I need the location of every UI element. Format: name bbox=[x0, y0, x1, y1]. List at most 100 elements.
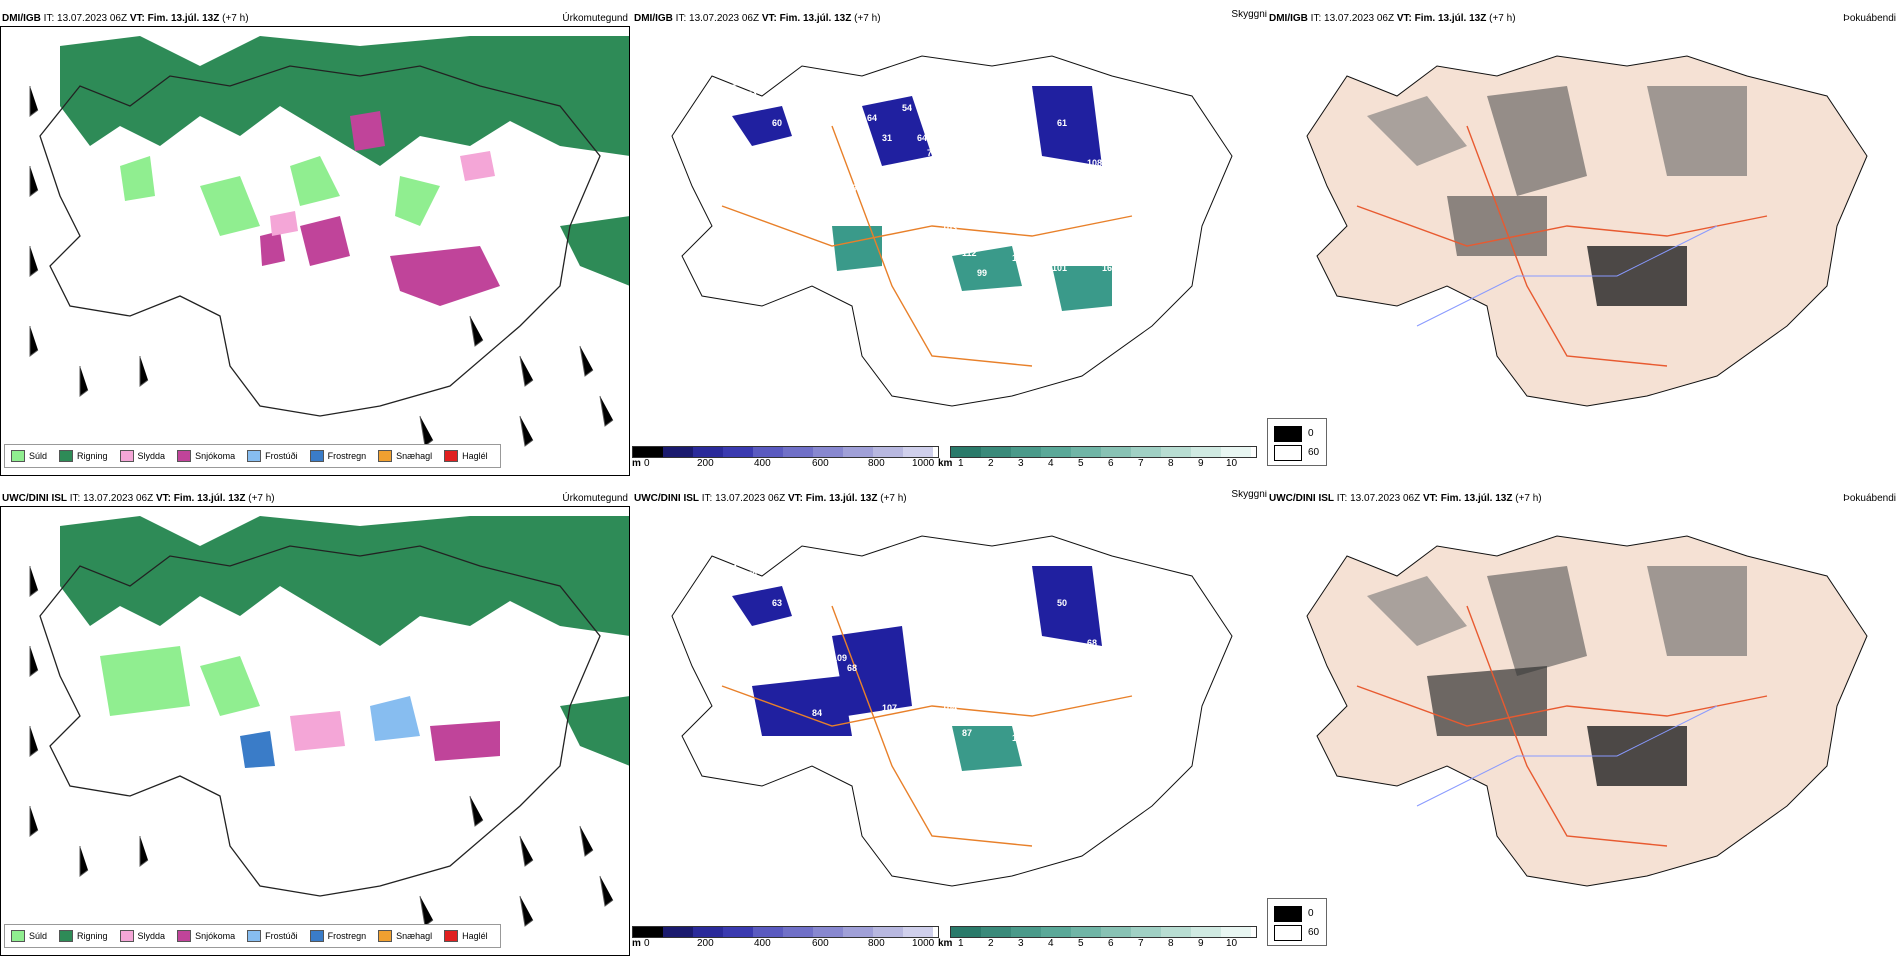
precip-type-map bbox=[0, 26, 630, 476]
precip-type-panel-row1: DMI/IGB IT: 13.07.2023 06Z VT: Fim. 13.j… bbox=[0, 10, 632, 478]
visibility-value-label: 64 bbox=[917, 133, 927, 143]
visibility-value-label: 112 bbox=[962, 248, 977, 258]
visibility-value-label: 105 bbox=[977, 178, 992, 188]
legend-snow: Snjókoma bbox=[177, 450, 235, 462]
visibility-value-label: 64 bbox=[867, 113, 877, 123]
visibility-value-label: 144 bbox=[977, 198, 992, 208]
visibility-value-label: 78 bbox=[862, 268, 872, 278]
visibility-value-label: 12 bbox=[1102, 123, 1112, 133]
visibility-value-label: 77 bbox=[1102, 603, 1112, 613]
visibility-value-label: 68 bbox=[847, 663, 857, 673]
visibility-value-label: 76 bbox=[832, 173, 842, 183]
visibility-value-label: 128 bbox=[862, 748, 877, 758]
visibility-value-label: 68 bbox=[1087, 638, 1097, 648]
visibility-value-label: 108 bbox=[1087, 158, 1102, 168]
visibility-value-label: 207 bbox=[882, 223, 897, 233]
visibility-value-label: 1 bbox=[932, 268, 937, 278]
visibility-value-label: 103 bbox=[902, 253, 917, 263]
visibility-value-label: 63 bbox=[962, 590, 972, 600]
visibility-value-label: 70 bbox=[747, 570, 757, 580]
visibility-panel-row1: DMI/IGB IT: 13.07.2023 06Z VT: Fim. 13.j… bbox=[632, 10, 1267, 478]
fog-panel-row2: UWC/DINI ISL IT: 13.07.2023 06Z VT: Fim.… bbox=[1267, 490, 1900, 958]
visibility-value-label: 111 bbox=[1012, 253, 1026, 263]
visibility-value-label: 58 bbox=[937, 113, 947, 123]
visibility-value-label: 52 bbox=[917, 613, 927, 623]
visibility-value-label: 70 bbox=[1027, 653, 1037, 663]
it-label: IT: bbox=[43, 13, 55, 24]
panel-header: DMI/IGB IT: 13.07.2023 06Z VT: Fim. 13.j… bbox=[634, 13, 881, 24]
visibility-m-colorbar bbox=[632, 926, 942, 956]
visibility-value-label: 103 bbox=[942, 223, 957, 233]
visibility-value-label: 84 bbox=[917, 638, 927, 648]
legend-freezing-drizzle: Frostúði bbox=[247, 450, 298, 462]
visibility-value-label: 54 bbox=[727, 563, 737, 573]
visibility-value-label: 54 bbox=[1012, 588, 1022, 598]
visibility-value-label: 50 bbox=[1057, 598, 1067, 608]
it-value: 13.07.2023 06Z bbox=[57, 13, 128, 24]
lead-time: (+7 h) bbox=[222, 13, 249, 24]
panel-header: DMI/IGB IT: 13.07.2023 06Z VT: Fim. 13.j… bbox=[1269, 13, 1516, 24]
visibility-value-label: 73 bbox=[927, 148, 937, 158]
visibility-value-label: 109 bbox=[832, 653, 847, 663]
visibility-value-label: 54 bbox=[747, 90, 757, 100]
panel-title: Skyggni bbox=[1231, 10, 1267, 20]
visibility-value-label: 61 bbox=[1057, 118, 1067, 128]
visibility-value-label: 58 bbox=[977, 678, 987, 688]
panel-header: UWC/DINI ISL IT: 13.07.2023 06Z VT: Fim.… bbox=[2, 493, 275, 504]
visibility-value-label: 35 bbox=[727, 83, 737, 93]
panel-title: Úrkomutegund bbox=[562, 493, 628, 504]
panel-header: UWC/DINI ISL IT: 13.07.2023 06Z VT: Fim.… bbox=[634, 493, 907, 504]
visibility-value-label: 60 bbox=[772, 118, 782, 128]
visibility-value-label: 62 bbox=[1007, 128, 1017, 138]
visibility-value-label: 105 bbox=[1027, 173, 1042, 183]
vt-value: Fim. 13.júl. 13Z bbox=[147, 13, 220, 24]
vt-label: VT: bbox=[129, 13, 145, 24]
visibility-value-label: 52 bbox=[1012, 108, 1022, 118]
fog-map bbox=[1306, 55, 1868, 407]
visibility-value-label: 95 bbox=[917, 188, 927, 198]
visibility-value-label: 89 bbox=[917, 668, 927, 678]
visibility-panel-row2: UWC/DINI ISL IT: 13.07.2023 06Z VT: Fim.… bbox=[632, 490, 1267, 958]
visibility-value-label: 62 bbox=[812, 228, 822, 238]
visibility-value-label: 63 bbox=[772, 598, 782, 608]
visibility-value-label: 149 bbox=[977, 658, 992, 668]
legend-rain: Rigning bbox=[59, 450, 108, 462]
panel-title: Skyggni bbox=[1231, 490, 1267, 500]
visibility-value-label: 50 bbox=[882, 613, 892, 623]
panel-header: DMI/IGB IT: 13.07.2023 06Z VT: Fim. 13.j… bbox=[2, 12, 628, 26]
fog-map bbox=[1306, 535, 1868, 887]
visibility-value-label: 67 bbox=[917, 158, 927, 168]
legend-sleet: Slydda bbox=[119, 450, 165, 462]
visibility-value-label: 84 bbox=[812, 708, 822, 718]
visibility-value-label: 53 bbox=[722, 608, 732, 618]
visibility-km-colorbar bbox=[950, 926, 1260, 956]
visibility-value-label: 31 bbox=[882, 133, 892, 143]
visibility-value-label: 107 bbox=[882, 703, 897, 713]
visibility-value-label: 99 bbox=[977, 268, 987, 278]
precip-type-panel-row2: UWC/DINI ISL IT: 13.07.2023 06Z VT: Fim.… bbox=[0, 490, 632, 958]
model-name: DMI/IGB bbox=[2, 13, 41, 24]
visibility-value-label: 87 bbox=[962, 728, 972, 738]
panel-title: Þokuábendi bbox=[1843, 493, 1896, 504]
visibility-value-label: 115 bbox=[902, 733, 917, 743]
visibility-value-label: 116 bbox=[902, 583, 917, 593]
m-unit: m bbox=[632, 458, 641, 469]
panel-title: Úrkomutegund bbox=[562, 13, 628, 24]
visibility-value-label: 163 bbox=[1102, 263, 1117, 273]
fog-panel-row1: DMI/IGB IT: 13.07.2023 06Z VT: Fim. 13.j… bbox=[1267, 10, 1900, 478]
visibility-value-label: 13 bbox=[1072, 168, 1082, 178]
visibility-value-label: 63 bbox=[927, 628, 937, 638]
fog-scale: 0 60 bbox=[1267, 418, 1327, 466]
visibility-value-label: 104 bbox=[942, 703, 957, 713]
legend-hail: Haglél bbox=[444, 450, 488, 462]
panel-title: Þokuábendi bbox=[1843, 13, 1896, 24]
visibility-value-label: 59 bbox=[847, 183, 857, 193]
visibility-value-label: 134 bbox=[1012, 733, 1027, 743]
visibility-value-label: 101 bbox=[1052, 263, 1067, 273]
precip-legend: Súld Rigning Slydda Snjókoma Frostúði Fr… bbox=[4, 924, 501, 948]
visibility-value-label: 92 bbox=[957, 193, 967, 203]
visibility-km-colorbar bbox=[950, 446, 1260, 476]
visibility-value-label: 90 bbox=[937, 638, 947, 648]
